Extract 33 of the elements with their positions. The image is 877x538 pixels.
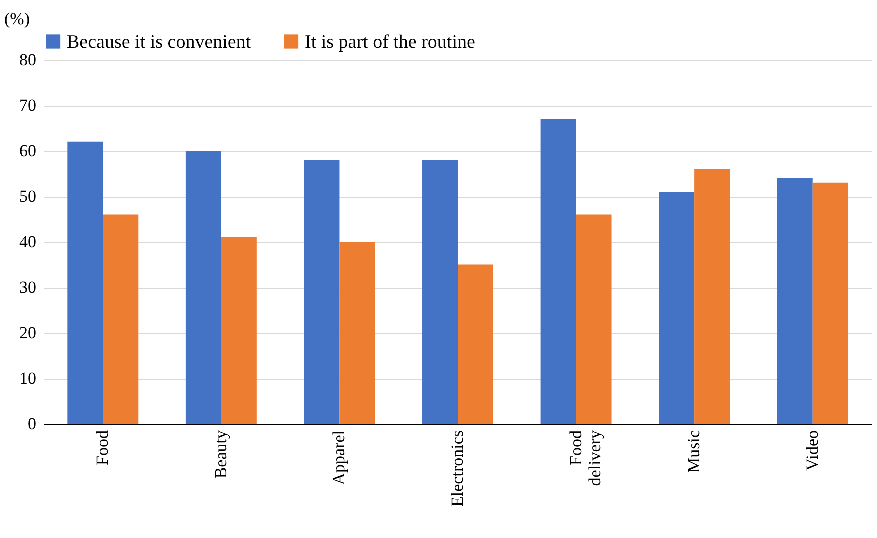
bar (540, 119, 576, 424)
bar (304, 160, 340, 424)
y-tick-label: 20 (20, 324, 36, 342)
y-tick-label: 0 (28, 414, 36, 434)
x-tick-label: Electronics (448, 430, 467, 507)
y-tick-label: 40 (20, 232, 36, 252)
bar (340, 242, 376, 424)
bar (458, 264, 494, 424)
legend-label: It is part of the routine (305, 32, 476, 53)
bar (812, 182, 848, 424)
x-tick-label: Beauty (211, 430, 230, 479)
y-tick-label: 60 (20, 142, 36, 160)
bar (777, 178, 813, 424)
bar (422, 160, 458, 424)
bar (694, 169, 730, 424)
y-tick-label: 50 (20, 187, 36, 206)
y-axis-title: (%) (4, 10, 30, 28)
y-tick-label: 70 (20, 96, 36, 115)
bar (221, 237, 257, 424)
x-tick-label: Video (802, 430, 822, 472)
y-tick-label: 80 (20, 50, 36, 70)
y-tick-label: 30 (20, 278, 36, 297)
bar (576, 214, 612, 424)
x-tick-label: Food delivery (566, 430, 604, 486)
legend-label: Because it is convenient (67, 32, 252, 53)
bar (186, 151, 222, 424)
x-tick-label: Music (684, 430, 704, 473)
bar (68, 142, 104, 424)
bar (659, 192, 695, 424)
x-tick-label: Apparel (330, 430, 349, 486)
y-tick-label: 10 (20, 369, 36, 388)
bar (103, 214, 139, 424)
x-tick-label: Food (93, 430, 112, 466)
